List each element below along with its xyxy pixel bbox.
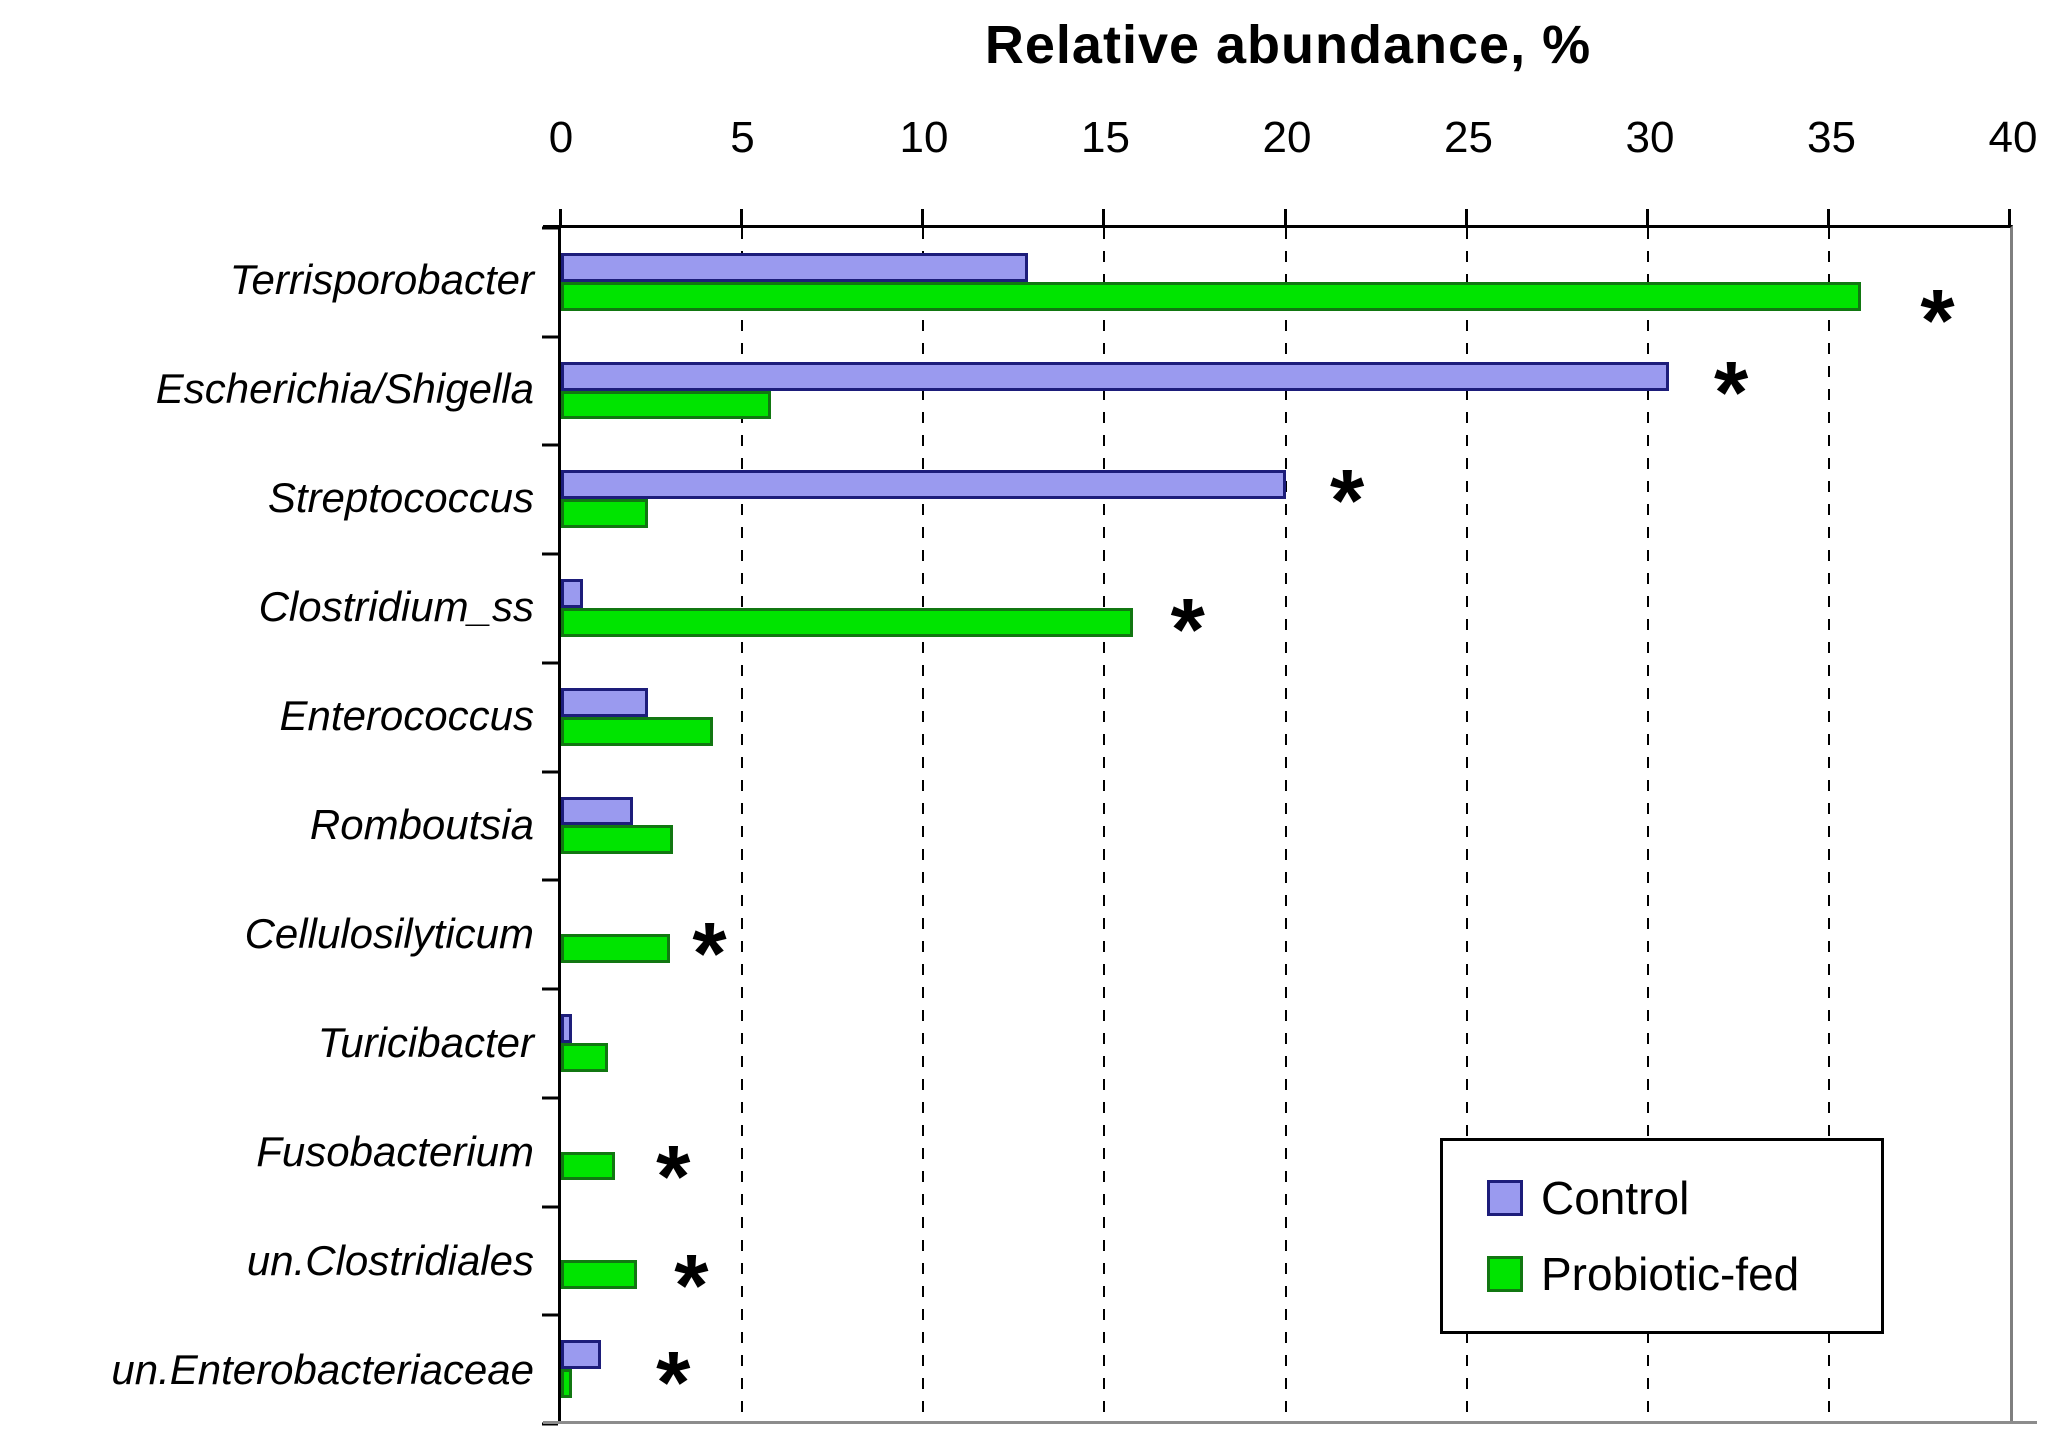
bar-probiotic-fed	[561, 1369, 572, 1398]
x-tick-label: 30	[1625, 113, 1675, 162]
bar-control	[561, 253, 1029, 282]
bar-probiotic-fed	[561, 281, 1862, 311]
category-label: un.Enterobacteriaceae	[111, 1345, 534, 1393]
bar-control	[561, 1340, 601, 1370]
category-label: Terrisporobacter	[229, 255, 534, 303]
bar-probiotic-fed	[561, 1042, 609, 1072]
bar-probiotic-fed	[561, 934, 670, 963]
x-axis-tick-mark	[1826, 209, 1830, 225]
bar-control	[561, 1014, 572, 1043]
x-tick-label: 25	[1444, 113, 1493, 162]
bar-probiotic-fed	[561, 390, 772, 420]
y-axis-tick-mark	[542, 1422, 558, 1426]
bar-control	[561, 687, 648, 717]
bar-control	[561, 361, 1670, 391]
bar-control	[561, 470, 1286, 500]
category-label: Turicibacter	[317, 1018, 534, 1066]
gridline	[1103, 228, 1106, 1424]
control-swatch	[1487, 1180, 1523, 1216]
y-axis-tick-mark	[542, 443, 558, 447]
category-label: Cellulosilyticum	[244, 909, 534, 957]
category-label: Romboutsia	[309, 800, 534, 848]
plot-area: * * * * * * * *	[542, 209, 2013, 1432]
x-axis-tick-mark	[921, 209, 925, 225]
x-axis-tick-mark	[1464, 209, 1468, 225]
y-axis-tick-mark	[542, 1205, 558, 1209]
y-axis-tick-mark	[542, 1096, 558, 1100]
significance-asterisk: *	[1920, 270, 1955, 370]
plot-bottom-border	[543, 1421, 2037, 1424]
chart-title: Relative abundance, %	[984, 15, 1592, 75]
category-label: un.Clostridiales	[246, 1236, 534, 1284]
bar-probiotic-fed	[561, 499, 648, 529]
significance-asterisk: *	[1713, 342, 1749, 442]
significance-asterisk: *	[656, 1332, 691, 1432]
probiotic-fed-swatch	[1487, 1256, 1523, 1292]
x-axis-tick-mark	[1283, 209, 1287, 225]
category-label: Clostridium_ss	[258, 582, 534, 630]
significance-asterisk: *	[1329, 450, 1365, 550]
x-axis-tick-mark	[1102, 209, 1106, 225]
legend-label-probiotic-fed: Probiotic-fed	[1541, 1248, 1800, 1300]
x-tick-label: 20	[1262, 113, 1312, 162]
x-axis-line-stub	[543, 225, 559, 228]
bar-probiotic-fed	[561, 716, 714, 746]
gridline	[741, 228, 744, 1424]
significance-asterisk: *	[692, 903, 727, 1003]
gridline	[1827, 228, 1830, 1424]
y-axis-tick-mark	[542, 226, 558, 230]
gridline	[1465, 228, 1468, 1424]
category-label: Escherichia/Shigella	[155, 364, 534, 412]
y-axis-tick-mark	[542, 770, 558, 774]
legend-item-control: Control	[1487, 1171, 1881, 1225]
y-axis-tick-mark	[542, 878, 558, 882]
x-tick-label: 35	[1807, 113, 1856, 162]
bar-probiotic-fed	[561, 825, 674, 855]
legend-label-control: Control	[1541, 1172, 1690, 1224]
legend-item-probiotic-fed: Probiotic-fed	[1487, 1247, 1881, 1301]
y-axis-tick-mark	[542, 987, 558, 991]
category-labels: Terrisporobacter Escherichia/Shigella Stre…	[0, 225, 538, 1424]
category-label: Streptococcus	[267, 473, 534, 521]
x-tick-label: 15	[1081, 113, 1130, 162]
y-axis-tick-mark	[542, 1313, 558, 1317]
bar-probiotic-fed	[561, 1151, 616, 1181]
category-label: Enterococcus	[279, 691, 534, 739]
legend: Control Probiotic-fed	[1440, 1138, 1884, 1334]
x-axis-tick-labels: 0 5 10 15 20 25 30 35 40	[549, 108, 2038, 168]
x-tick-label: 10	[899, 113, 949, 162]
y-axis-tick-mark	[542, 335, 558, 339]
bar-probiotic-fed	[561, 1260, 638, 1290]
gridline	[1646, 228, 1649, 1424]
x-axis-tick-mark	[559, 209, 562, 225]
category-label: Fusobacterium	[256, 1127, 534, 1175]
x-axis-tick-mark	[740, 209, 744, 225]
x-tick-label: 40	[1988, 113, 2038, 162]
bar-control	[561, 579, 583, 608]
x-axis-tick-mark	[1645, 209, 1649, 225]
x-tick-label: 0	[548, 113, 574, 162]
significance-asterisk: *	[656, 1125, 691, 1225]
bar-control	[561, 796, 634, 826]
x-axis-tick-mark	[2008, 209, 2011, 225]
gridline	[922, 228, 925, 1424]
gridline	[1284, 228, 1287, 1424]
y-axis-tick-mark	[542, 661, 558, 665]
significance-asterisk: *	[1170, 579, 1205, 679]
bar-probiotic-fed	[561, 608, 1134, 637]
y-axis-tick-mark	[542, 552, 558, 556]
significance-asterisk: *	[674, 1235, 709, 1335]
x-tick-label: 5	[730, 113, 755, 162]
